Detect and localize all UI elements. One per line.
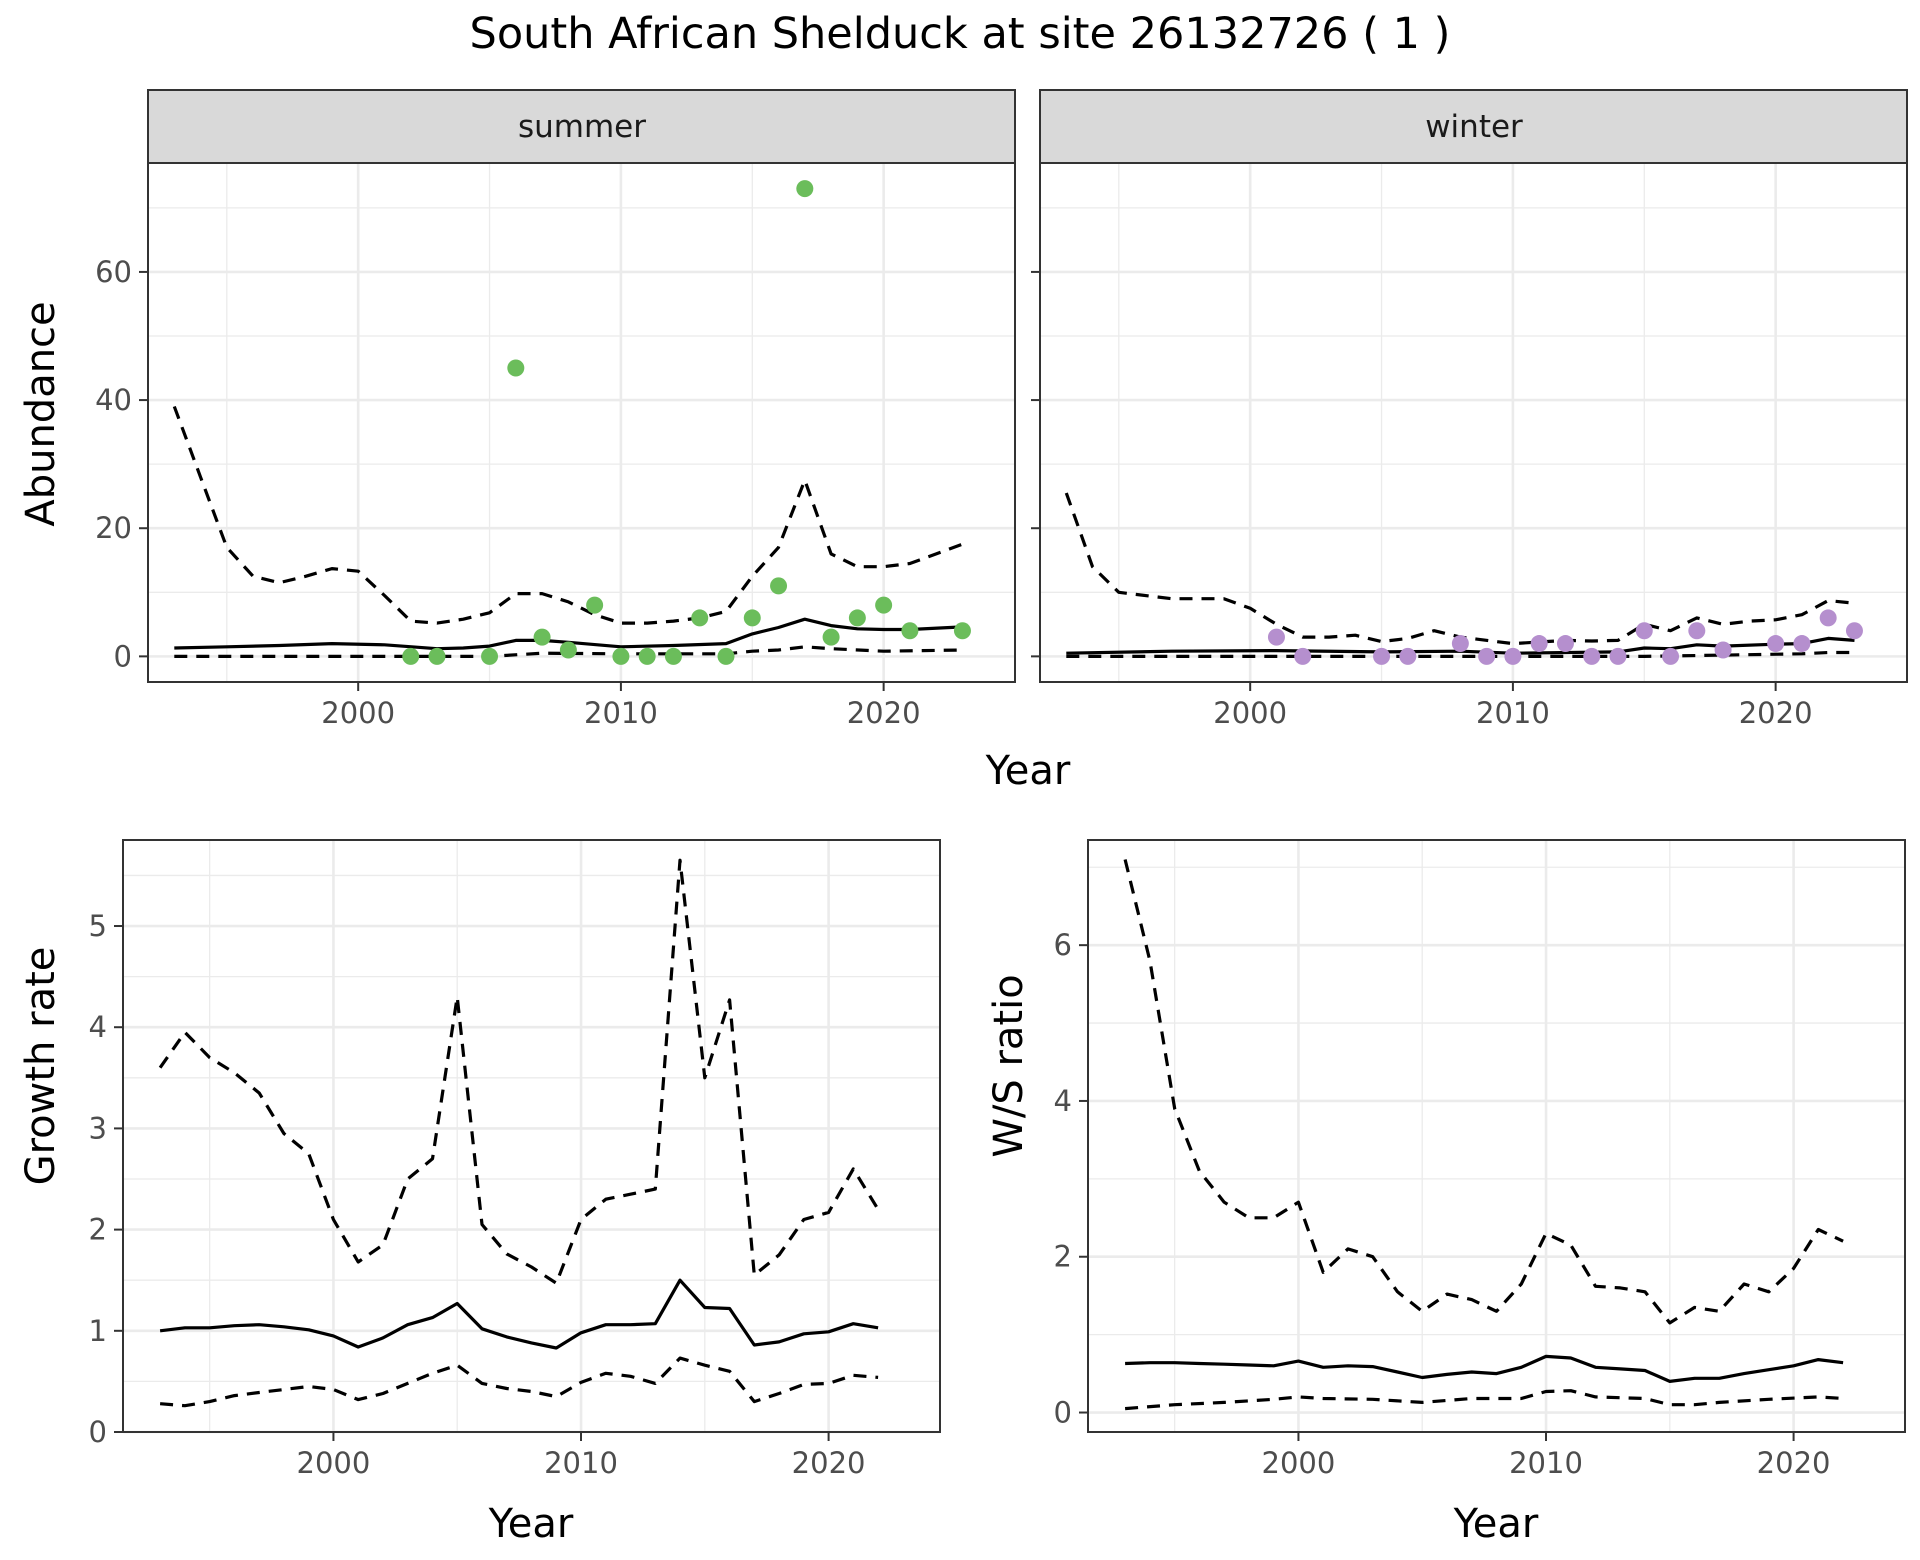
summer-data-point <box>796 180 814 198</box>
summer-data-point <box>402 647 420 665</box>
winter-mean-line <box>1066 636 1855 655</box>
winter-data-point <box>1267 628 1285 646</box>
ws-y-tick-label: 6 <box>1054 928 1072 962</box>
summer-data-point <box>743 609 761 627</box>
winter-data-point <box>1294 647 1312 665</box>
winter-data-point <box>1399 647 1417 665</box>
growth-rate-panel: 2000 2010 2020 0 1 2 3 4 5 <box>89 839 941 1480</box>
winter-panel: 2000 2010 2020 <box>1031 89 1908 730</box>
winter-lower-line <box>1066 650 1855 658</box>
ws-y-tick-label: 4 <box>1054 1084 1072 1118</box>
winter-plot-background <box>1040 163 1907 682</box>
summer-x-tick-label: 2000 <box>321 696 395 730</box>
top-y-axis-title: Abundance <box>18 301 64 526</box>
growth-y-axis-title: Growth rate <box>18 947 64 1186</box>
strip-label-summer: summer <box>518 109 646 145</box>
summer-data-point <box>559 641 577 659</box>
summer-data-point <box>638 647 656 665</box>
ws-x-tick-label: 2010 <box>1509 1446 1583 1480</box>
summer-y-tick-label: 0 <box>114 639 132 673</box>
summer-plot-background <box>148 163 1015 682</box>
summer-panel-border <box>147 162 1016 683</box>
ws-y-tick-label: 0 <box>1054 1396 1072 1430</box>
winter-x-tick-label: 2000 <box>1213 696 1287 730</box>
winter-data-point <box>1845 622 1863 640</box>
summer-data-point <box>612 647 630 665</box>
summer-data-point <box>901 622 919 640</box>
summer-data-point <box>953 622 971 640</box>
winter-data-point <box>1793 635 1811 653</box>
summer-data-point <box>507 359 525 377</box>
winter-data-point <box>1530 635 1548 653</box>
winter-data-point <box>1451 635 1469 653</box>
growth-lower-line <box>159 1356 879 1408</box>
summer-data-point <box>691 609 709 627</box>
summer-data-point <box>428 647 446 665</box>
winter-x-tick-label: 2010 <box>1476 696 1550 730</box>
summer-y-tick-label: 40 <box>95 383 132 417</box>
growth-mean-line <box>159 1278 879 1350</box>
winter-data-point <box>1819 609 1837 627</box>
winter-x-tick-label: 2020 <box>1739 696 1813 730</box>
summer-y-tick-label: 60 <box>95 255 132 289</box>
summer-x-tick-label: 2020 <box>847 696 921 730</box>
winter-data-point <box>1767 635 1785 653</box>
winter-data-point <box>1556 635 1574 653</box>
growth-y-tick-label: 0 <box>89 1415 107 1449</box>
summer-data-point <box>481 647 499 665</box>
growth-y-tick-label: 2 <box>89 1213 107 1247</box>
summer-data-point <box>717 647 735 665</box>
winter-data-point <box>1583 647 1601 665</box>
winter-data-point <box>1609 647 1627 665</box>
winter-panel-border <box>1039 162 1908 683</box>
winter-data-point <box>1373 647 1391 665</box>
ws-x-tick-label: 2020 <box>1757 1446 1831 1480</box>
ws-ratio-panel: 2000 2010 2020 0 2 4 6 <box>1054 839 1906 1480</box>
growth-y-tick-label: 4 <box>89 1010 107 1044</box>
growth-y-tick-label: 5 <box>89 909 107 943</box>
summer-data-point <box>586 596 604 614</box>
summer-data-point <box>664 647 682 665</box>
summer-x-tick-label: 2010 <box>584 696 658 730</box>
top-x-axis-title: Year <box>985 748 1071 794</box>
summer-upper-line <box>172 405 964 625</box>
ws-plot-background <box>1088 840 1905 1432</box>
ws-panel-border <box>1087 839 1906 1433</box>
growth-upper-line <box>158 858 880 1285</box>
strip-label-winter: winter <box>1425 109 1523 145</box>
winter-data-point <box>1662 647 1680 665</box>
summer-data-point <box>770 577 788 595</box>
growth-x-axis-title: Year <box>488 1501 574 1547</box>
winter-data-point <box>1478 647 1496 665</box>
growth-x-tick-label: 2000 <box>297 1446 371 1480</box>
winter-data-point <box>1635 622 1653 640</box>
summer-data-point <box>875 596 893 614</box>
ws-x-tick-label: 2000 <box>1262 1446 1336 1480</box>
ws-y-axis-title: W/S ratio <box>986 974 1032 1157</box>
winter-data-point <box>1714 641 1732 659</box>
winter-data-point <box>1504 647 1522 665</box>
ws-x-axis-title: Year <box>1453 1501 1539 1547</box>
ws-mean-line <box>1125 1354 1844 1383</box>
summer-data-point <box>848 609 866 627</box>
growth-y-tick-label: 1 <box>89 1314 107 1348</box>
winter-data-point <box>1688 622 1706 640</box>
summer-strip <box>147 89 1016 164</box>
growth-x-tick-label: 2020 <box>792 1446 866 1480</box>
winter-strip <box>1039 89 1908 164</box>
summer-mean-line <box>174 617 963 651</box>
ws-y-tick-label: 2 <box>1054 1240 1072 1274</box>
figure-title: South African Shelduck at site 26132726 … <box>470 9 1451 59</box>
summer-data-point <box>822 628 840 646</box>
growth-y-tick-label: 3 <box>89 1111 107 1145</box>
growth-panel-border <box>122 839 941 1433</box>
summer-y-tick-label: 20 <box>95 511 132 545</box>
summer-data-point <box>533 628 551 646</box>
growth-x-tick-label: 2010 <box>544 1446 618 1480</box>
summer-panel: 2000 2010 2020 0 20 40 60 <box>95 89 1016 730</box>
ws-upper-line <box>1123 859 1844 1325</box>
